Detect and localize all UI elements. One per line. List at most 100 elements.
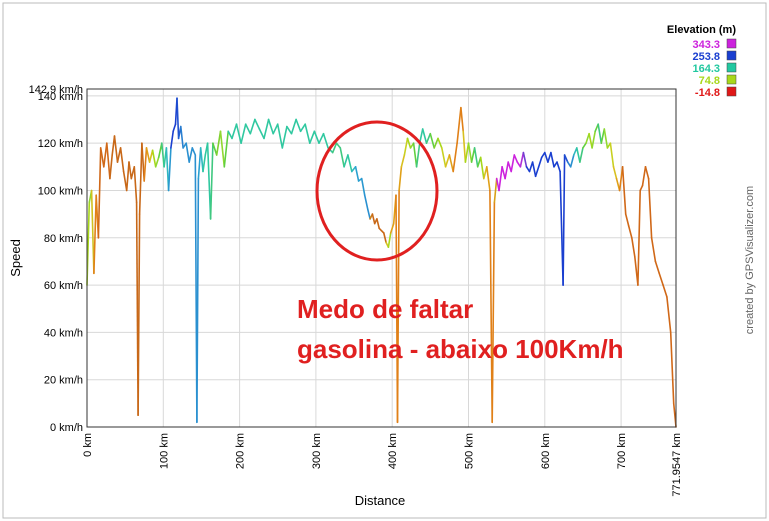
annotation-line-2: gasolina - abaixo 100Km/h <box>297 334 624 364</box>
x-tick-label: 300 km <box>311 433 323 469</box>
speed-segment <box>318 132 325 144</box>
speed-segment <box>354 166 360 182</box>
x-tick-label: 100 km <box>158 433 170 469</box>
speed-segment <box>479 156 485 180</box>
speed-segment <box>176 97 180 140</box>
speed-segment <box>185 142 190 163</box>
speed-segment <box>421 128 428 144</box>
y-tick-label: 20 km/h <box>44 375 83 387</box>
speed-segment <box>534 166 540 178</box>
speed-segment <box>299 123 307 133</box>
speed-segment <box>612 166 618 180</box>
speed-segment <box>666 296 672 334</box>
speed-segment <box>331 142 338 154</box>
speed-segment <box>219 130 226 168</box>
legend-swatch <box>726 38 737 49</box>
speed-segment <box>504 161 510 180</box>
speed-segment <box>272 123 279 135</box>
speed-segment <box>286 125 293 135</box>
speed-segment <box>151 149 157 168</box>
x-tick-label: 600 km <box>540 433 552 469</box>
speed-segment <box>473 147 479 168</box>
speed-segment <box>627 225 633 239</box>
legend-swatch <box>726 74 737 85</box>
speed-segment <box>654 260 661 275</box>
speed-segment <box>360 177 366 196</box>
speed-segment <box>624 213 630 227</box>
speed-segment <box>528 161 534 173</box>
speed-segment <box>267 118 275 135</box>
speed-segment <box>444 154 451 168</box>
speed-segment <box>387 232 392 248</box>
speed-segment <box>141 142 145 182</box>
series-speed <box>86 97 677 428</box>
speed-segment <box>249 118 256 135</box>
speed-segment <box>191 147 197 156</box>
speed-segment <box>597 123 603 144</box>
y-tick-label: 142.9 km/h <box>29 84 83 96</box>
speed-segment <box>403 137 409 156</box>
speed-segment <box>440 147 447 168</box>
speed-segment <box>227 130 233 140</box>
legend-label: 74.8 <box>699 75 720 87</box>
speed-segment <box>669 331 675 405</box>
speed-segment <box>639 184 644 192</box>
speed-segment <box>335 142 342 149</box>
speed-segment <box>154 156 160 168</box>
speed-segment <box>161 142 165 168</box>
speed-segment <box>543 151 549 163</box>
speed-segment <box>556 161 561 173</box>
speed-segment <box>93 194 97 275</box>
x-tick-label: 700 km <box>616 433 628 469</box>
legend-swatch <box>726 62 737 73</box>
x-tick-label: 200 km <box>235 433 247 469</box>
speed-segment <box>99 147 105 168</box>
speed-segment <box>537 156 543 168</box>
speed-segment <box>550 151 555 168</box>
speed-segment <box>588 132 593 149</box>
legend-label: 164.3 <box>692 63 720 75</box>
speed-segment <box>510 154 516 173</box>
speed-segment <box>470 147 476 163</box>
legend-label: -14.8 <box>695 87 720 99</box>
speed-segment <box>313 130 320 144</box>
speed-segment <box>295 118 302 133</box>
speed-segment <box>180 125 184 149</box>
speed-segment <box>425 132 432 144</box>
speed-segment <box>254 118 261 130</box>
speed-segment <box>109 154 113 180</box>
x-tick-label: 771.9547 km <box>671 433 683 497</box>
speed-segment <box>547 151 552 163</box>
annotation-circle <box>315 120 439 262</box>
speed-segment <box>97 147 102 239</box>
speed-segment <box>603 128 609 149</box>
speed-segment <box>600 128 606 144</box>
x-tick-label: 500 km <box>463 433 475 469</box>
speed-segment <box>347 154 353 173</box>
speed-segment <box>196 177 200 424</box>
y-tick-label: 100 km/h <box>38 185 83 197</box>
speed-segment <box>258 128 265 140</box>
speed-segment <box>339 147 345 168</box>
speed-segment <box>569 154 575 168</box>
speed-segment <box>128 161 133 180</box>
speed-segment <box>398 166 403 192</box>
speed-segment <box>433 137 439 149</box>
speed-segment <box>513 154 519 163</box>
speed-segment <box>579 147 584 163</box>
speed-segment <box>308 130 316 144</box>
speed-segment <box>371 213 376 225</box>
speed-segment <box>143 147 148 182</box>
speed-segment <box>276 123 284 149</box>
speed-segment <box>448 154 455 173</box>
speed-segment <box>167 147 172 192</box>
speed-segment <box>202 154 207 173</box>
speed-segment <box>591 130 597 149</box>
speed-segment <box>244 123 252 135</box>
speed-segment <box>209 142 214 220</box>
speed-segment <box>231 123 238 140</box>
speed-segment <box>456 106 462 144</box>
speed-segment <box>621 166 627 215</box>
speed-segment <box>452 142 458 173</box>
